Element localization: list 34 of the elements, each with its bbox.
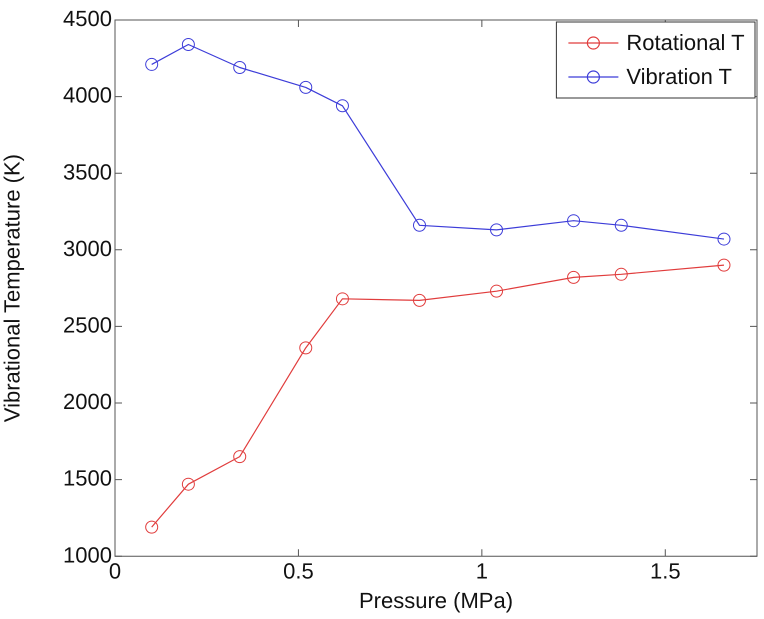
point	[412, 294, 426, 307]
point	[233, 60, 246, 74]
y-tick-label: 4500	[63, 6, 112, 32]
point	[567, 214, 580, 228]
y-tick-label: 1500	[63, 466, 112, 491]
point	[717, 232, 730, 246]
point	[614, 218, 628, 232]
point	[336, 292, 349, 306]
y-tick-label: 2000	[63, 389, 112, 414]
legend-label: Rotational T	[626, 30, 745, 56]
point	[145, 58, 158, 71]
y-tick-label: 2500	[63, 312, 112, 338]
y-axis-title: Vibrational Temperature (K)	[0, 154, 24, 422]
point	[299, 80, 312, 94]
x-tick-label: 0.5	[283, 558, 314, 584]
x-tick-label: 1.5	[650, 558, 681, 584]
point	[412, 218, 426, 232]
y-tick-label: 3000	[63, 236, 112, 261]
point	[567, 270, 580, 284]
point	[717, 258, 730, 272]
point	[182, 38, 195, 52]
y-tick-label: 3500	[63, 159, 112, 184]
x-axis-title: Pressure (MPa)	[358, 588, 514, 613]
x-tick-label: 1	[476, 558, 488, 584]
point	[182, 478, 195, 491]
point	[145, 520, 158, 534]
legend-label: Vibration T	[626, 64, 732, 90]
y-tick-label: 4000	[63, 82, 112, 108]
point	[490, 223, 504, 236]
point	[233, 450, 246, 464]
point	[336, 99, 349, 112]
point	[490, 284, 504, 298]
point	[614, 268, 628, 281]
point	[299, 341, 312, 354]
